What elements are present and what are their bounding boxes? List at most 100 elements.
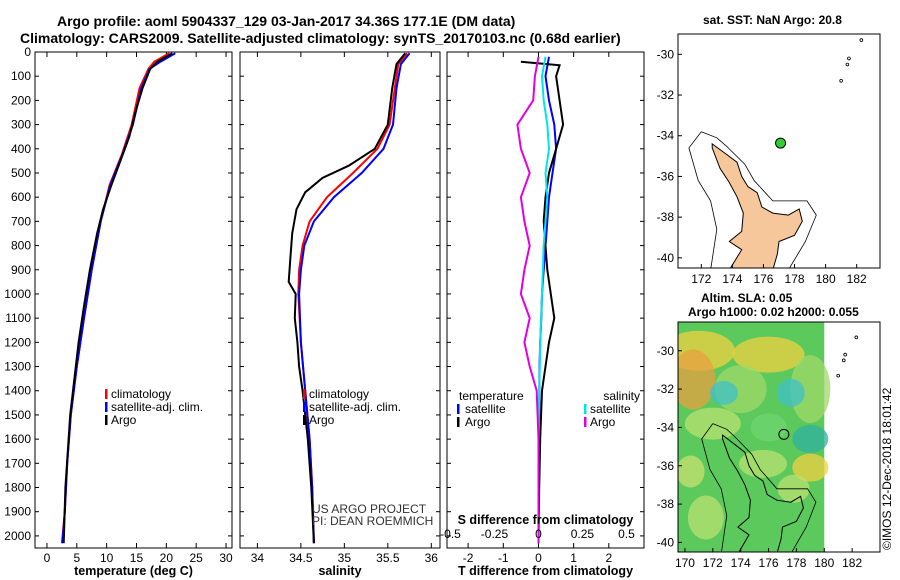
s-tick-label: 0 — [535, 527, 542, 541]
profile-panel-3: -2 -1 0 1 2T difference from climatology -0.5… — [440, 51, 645, 578]
x-tick-label: 20 — [160, 551, 174, 565]
s-tick-label: -0.25 — [481, 527, 509, 541]
x-tick-label: 10 — [100, 551, 114, 565]
island — [845, 62, 850, 67]
x-tick-label: -2 — [463, 551, 474, 565]
x-tick-label: 25 — [190, 551, 204, 565]
y-tick-label: 300 — [11, 118, 31, 132]
series-argo — [62, 52, 173, 544]
legend-marker — [457, 404, 460, 414]
x-tick-label: 15 — [130, 551, 144, 565]
x-tick-label: 2 — [605, 551, 612, 565]
x-tick-label: 34.5 — [289, 551, 313, 565]
sla-blob — [792, 424, 829, 453]
series-salinity-satellite — [537, 56, 551, 544]
legend-label: satellite-adj. clim. — [111, 400, 203, 414]
y-tick-label: 800 — [11, 239, 31, 253]
x-tick-label: 1 — [570, 551, 577, 565]
legend-label: satellite-adj. clim. — [309, 400, 401, 414]
map-x-tick-label: 174 — [722, 272, 742, 286]
y-tick-label: 1500 — [4, 408, 31, 422]
panel-frame — [239, 51, 441, 549]
legend-marker — [303, 415, 306, 425]
depth-contour — [712, 423, 817, 552]
depth-contour — [701, 131, 817, 268]
y-tick-label: 700 — [11, 214, 31, 228]
y-tick-label: 0 — [24, 45, 31, 59]
island — [839, 79, 843, 83]
y-tick-label: 1700 — [4, 456, 31, 470]
x-tick-label: 0 — [535, 551, 542, 565]
depth-contour — [688, 131, 718, 268]
sla-blob — [790, 355, 831, 424]
map-y-tick-label: -30 — [657, 47, 675, 61]
title-line-1: Argo profile: aoml 5904337_129 03-Jan-20… — [57, 13, 515, 29]
map-x-tick-label: 180 — [814, 556, 834, 570]
map-y-tick-label: -32 — [657, 88, 675, 102]
sla-blob — [776, 378, 805, 407]
map-frame — [677, 33, 881, 269]
map-x-tick-label: 172 — [703, 556, 723, 570]
map-x-tick-label: 170 — [675, 556, 695, 570]
sla-blob — [678, 455, 705, 488]
x-tick-label: 0 — [44, 551, 51, 565]
y-tick-label: 400 — [11, 142, 31, 156]
map-y-tick-label: -40 — [657, 251, 675, 265]
map-x-tick-label: 182 — [847, 272, 867, 286]
legend-marker — [105, 402, 108, 412]
map-x-tick-label: 180 — [816, 272, 836, 286]
sla-blob — [732, 336, 805, 373]
legend-label: Argo — [309, 413, 335, 427]
panel-frame — [34, 51, 233, 549]
y-tick-label: 1400 — [4, 384, 31, 398]
map-bottom-title-1: Altim. SLA: 0.05 — [701, 291, 793, 305]
profile-panel-2: 34 34.5 35 35.5 36 salinity climatologysatelli… — [239, 51, 441, 578]
annotation-text: US ARGO PROJECT — [312, 502, 427, 516]
sla-blob — [678, 349, 716, 410]
sla-blob — [792, 453, 829, 482]
map-x-tick-label: 172 — [691, 272, 711, 286]
legend-label: climatology — [309, 387, 369, 401]
y-tick-label: 1600 — [4, 432, 31, 446]
legend-label: Argo — [465, 415, 491, 429]
x-axis-label: temperature (deg C) — [74, 564, 193, 578]
y-tick-label: 200 — [11, 93, 31, 107]
series-temperature-argo — [520, 60, 565, 544]
map-y-tick-label: -34 — [657, 129, 675, 143]
series-satellite-adj-clim- — [298, 52, 411, 544]
map-x-tick-label: 178 — [785, 272, 805, 286]
y-tick-label: 900 — [11, 263, 31, 277]
y-tick-label: 1000 — [4, 287, 31, 301]
legend-marker — [303, 389, 306, 399]
y-tick-label: 1200 — [4, 335, 31, 349]
sla-blob — [750, 413, 787, 442]
map-x-tick-label: 182 — [842, 556, 862, 570]
legend-marker — [303, 402, 306, 412]
map-y-tick-label: -36 — [657, 169, 675, 183]
island — [859, 38, 864, 42]
map-x-tick-label: 178 — [786, 556, 806, 570]
map-y-tick-label: -32 — [657, 382, 675, 396]
legend-label: Argo — [590, 415, 616, 429]
map-x-tick-label: 176 — [753, 272, 773, 286]
legend-label: satellite — [590, 402, 631, 416]
map-y-tick-label: -40 — [657, 535, 675, 549]
profile-panel-1: 0100200300400500600700800900100011001200… — [4, 45, 233, 578]
x-tick-label: 35 — [338, 551, 352, 565]
argo-position-marker — [778, 428, 790, 440]
y-tick-label: 1800 — [4, 481, 31, 495]
sla-blob — [738, 449, 787, 478]
y-tick-label: 500 — [11, 166, 31, 180]
map-bottom-title-2: Argo h1000: 0.02 h2000: 0.055 — [688, 305, 859, 319]
legend-title: temperature — [459, 389, 524, 403]
map-frame — [677, 321, 881, 553]
x-tick-label: 5 — [73, 551, 80, 565]
series-argo — [287, 52, 406, 544]
land — [722, 434, 804, 552]
y-tick-label: 1900 — [4, 505, 31, 519]
panel-frame — [446, 51, 645, 549]
y-tick-label: 1300 — [4, 360, 31, 374]
island — [847, 56, 851, 61]
legend-label: satellite — [465, 402, 506, 416]
